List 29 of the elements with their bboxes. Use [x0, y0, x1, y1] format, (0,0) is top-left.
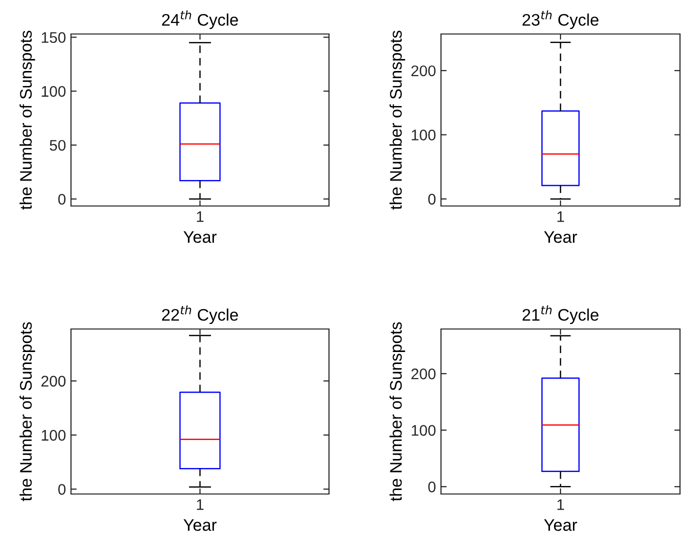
x-tick-label: 1: [196, 211, 204, 222]
x-axis-title: Year: [184, 519, 217, 531]
y-tick-label: 0: [58, 194, 66, 205]
y-tick-label: 0: [428, 194, 436, 205]
y-tick-label: 100: [412, 130, 436, 140]
x-tick-label: 1: [557, 499, 564, 510]
chart-title: 21$^{th}$ Cycle: [522, 305, 598, 324]
x-axis-title: Year: [184, 231, 217, 243]
x-axis-title: Year: [544, 231, 578, 243]
y-tick-label: 150: [42, 32, 66, 43]
x-axis-title: Year: [544, 519, 578, 531]
y-tick-label: 100: [42, 86, 66, 97]
y-tick-label: 0: [58, 484, 66, 495]
chart-title: 22$^{th}$ Cycle: [162, 305, 238, 324]
chart-title: 23$^{th}$ Cycle: [522, 10, 598, 30]
x-tick-label: 1: [196, 499, 204, 510]
y-tick-label: 200: [41, 376, 66, 387]
y-tick-label: 200: [411, 368, 436, 380]
chart-title: 24$^{th}$ Cycle: [162, 10, 238, 30]
y-tick-label: 200: [411, 65, 436, 76]
y-axis-title: the Number of Sunspots: [390, 30, 406, 210]
x-tick-label: 1: [557, 211, 564, 222]
y-tick-label: 50: [50, 140, 66, 151]
y-tick-label: 0: [428, 482, 436, 492]
y-axis-title: the Number of Sunspots: [20, 322, 36, 502]
y-axis-title: the Number of Sunspots: [20, 30, 36, 210]
y-tick-label: 100: [412, 425, 436, 436]
y-axis-title: the Number of Sunspots: [390, 322, 406, 502]
y-tick-label: 100: [42, 430, 66, 441]
